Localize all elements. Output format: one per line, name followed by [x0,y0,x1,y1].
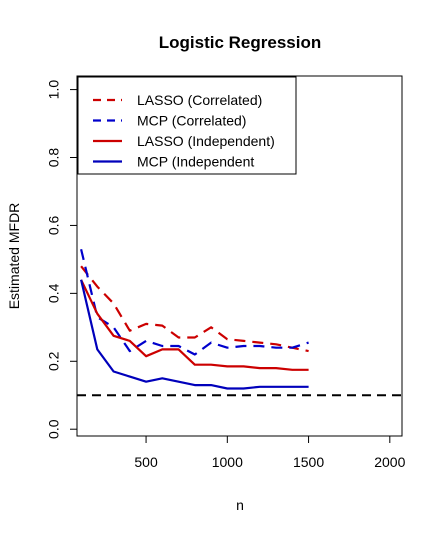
y-axis-label: Estimated MFDR [6,203,22,310]
y-tick-label: 1.0 [46,80,62,100]
legend-box [77,76,297,175]
series-line-2 [80,279,309,371]
legend-label: MCP (Correlated) [137,113,246,129]
y-tick-label: 0.2 [46,351,62,371]
legend: LASSO (Correlated) MCP (Correlated) LASSO … [77,76,297,175]
series-line-0 [80,265,309,353]
series-line-1 [80,248,309,356]
chart-title: Logistic Regression [159,33,321,52]
series-line-3 [80,279,309,390]
y-tick-label: 0.4 [46,283,62,303]
y-tick-label: 0.8 [46,148,62,168]
x-tick-label: 1000 [212,454,243,470]
y-axis: 0.0 0.2 0.4 0.6 0.8 1.0 [46,80,78,439]
legend-label: MCP (Independent [137,154,254,170]
x-tick-label: 1500 [293,454,324,470]
x-axis-label: n [236,497,244,513]
x-tick-label: 2000 [374,454,405,470]
series-layer [80,248,309,390]
legend-label: LASSO (Correlated) [137,92,262,108]
legend-label: LASSO (Independent) [137,133,275,149]
x-tick-label: 500 [134,454,158,470]
y-tick-label: 0.6 [46,215,62,235]
x-axis: 500 1000 1500 2000 [134,435,406,470]
y-tick-label: 0.0 [46,419,62,439]
